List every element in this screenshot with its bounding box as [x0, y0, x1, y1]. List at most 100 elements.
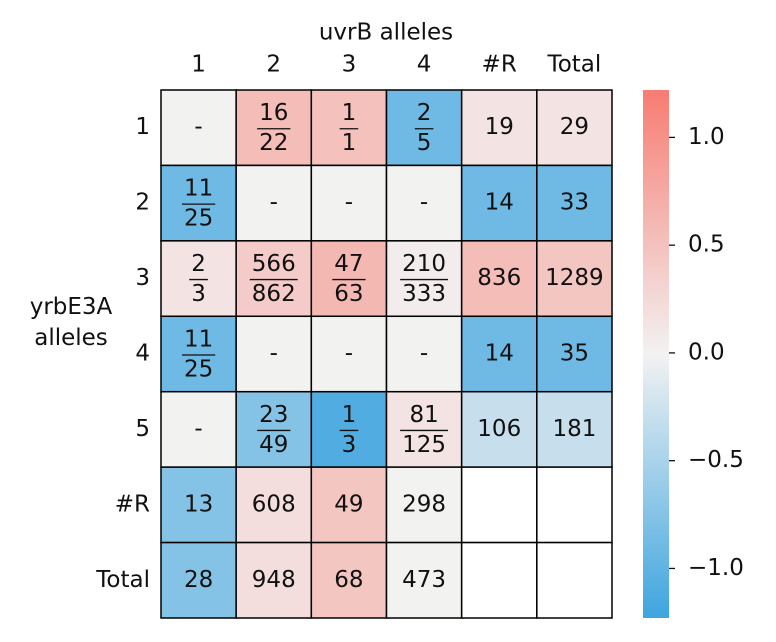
cell-denominator: 25 — [184, 357, 213, 383]
cell — [385, 541, 463, 619]
cell-label: 33 — [560, 190, 589, 216]
cell — [460, 541, 538, 619]
colorbar-tick-label: −1.0 — [688, 555, 744, 581]
colorbar-tick-label: 0.5 — [688, 232, 725, 258]
row-label: 4 — [135, 341, 150, 367]
cell — [160, 240, 237, 318]
cell-numerator: 11 — [184, 176, 213, 202]
cell — [310, 390, 388, 468]
column-label: 4 — [417, 52, 432, 78]
cell-denominator: 3 — [342, 432, 357, 458]
cell-numerator: 16 — [259, 100, 288, 126]
cell-label: 13 — [184, 491, 213, 517]
cell — [235, 240, 313, 318]
cell — [160, 164, 237, 242]
cell — [310, 466, 388, 544]
cell — [460, 89, 538, 167]
cell — [385, 466, 463, 544]
column-label: 3 — [342, 52, 357, 78]
cell-label: - — [345, 341, 353, 367]
cell-label: - — [345, 190, 353, 216]
cell-numerator: 1 — [342, 100, 357, 126]
cell — [536, 164, 613, 242]
cell-numerator: 11 — [184, 327, 213, 353]
cell — [235, 541, 313, 619]
column-label: 2 — [266, 52, 281, 78]
cell-label: 49 — [334, 491, 363, 517]
cell — [536, 240, 613, 318]
cell-label: 181 — [552, 416, 596, 442]
cell-denominator: 22 — [259, 130, 288, 156]
cell-label: - — [194, 416, 202, 442]
cell-numerator: 566 — [252, 251, 296, 277]
row-label: Total — [95, 567, 150, 593]
cell-label: 106 — [477, 416, 521, 442]
cell-label: - — [270, 190, 278, 216]
cell-numerator: 2 — [417, 100, 432, 126]
y-axis-label: yrbE3A alleles — [29, 294, 113, 351]
cell-denominator: 63 — [334, 281, 363, 307]
cell — [460, 390, 538, 468]
cell-label: 14 — [485, 341, 514, 367]
cell — [536, 541, 613, 619]
cell-label: - — [194, 114, 202, 140]
colorbar — [643, 90, 669, 618]
cell-label: 836 — [477, 265, 521, 291]
cell — [385, 240, 463, 318]
colorbar-tick-label: −0.5 — [688, 447, 744, 473]
cell-denominator: 5 — [417, 130, 432, 156]
cell-label: - — [420, 341, 428, 367]
colorbar-tick-label: 0.0 — [688, 339, 725, 365]
column-label: 1 — [191, 52, 206, 78]
cell-numerator: 1 — [342, 402, 357, 428]
cell-label: 948 — [252, 567, 296, 593]
cell — [460, 164, 538, 242]
cell-label: 19 — [485, 114, 514, 140]
cell — [460, 240, 538, 318]
cell-denominator: 25 — [184, 206, 213, 232]
cell — [536, 89, 613, 167]
cell — [536, 315, 613, 393]
cell — [460, 466, 538, 544]
cell — [160, 315, 237, 393]
cell-label: - — [270, 341, 278, 367]
cell-denominator: 862 — [252, 281, 296, 307]
cell-label: 28 — [184, 567, 213, 593]
column-label: #R — [482, 52, 517, 78]
cell — [310, 164, 388, 242]
cell-denominator: 1 — [342, 130, 357, 156]
colorbar-tick-label: 1.0 — [688, 124, 725, 150]
cell-label: 298 — [402, 491, 446, 517]
cell-label: 68 — [334, 567, 363, 593]
cell — [160, 466, 237, 544]
cell-label: 1289 — [545, 265, 604, 291]
cell-denominator: 49 — [259, 432, 288, 458]
row-label: #R — [115, 491, 150, 517]
cell-label: 35 — [560, 341, 589, 367]
cell-label: 608 — [252, 491, 296, 517]
row-label: 3 — [135, 265, 150, 291]
cell-denominator: 125 — [402, 432, 446, 458]
cell-numerator: 2 — [191, 251, 206, 277]
cell-label: 14 — [485, 190, 514, 216]
cell — [160, 390, 237, 468]
cell — [536, 466, 613, 544]
cell-label: 473 — [402, 567, 446, 593]
cell-numerator: 81 — [409, 402, 438, 428]
cell-numerator: 23 — [259, 402, 288, 428]
row-label: 5 — [135, 416, 150, 442]
cell-label: - — [420, 190, 428, 216]
cell-numerator: 210 — [402, 251, 446, 277]
cell-denominator: 333 — [402, 281, 446, 307]
cell — [385, 390, 463, 468]
cell-denominator: 3 — [191, 281, 206, 307]
chart-title: uvrB alleles — [319, 20, 453, 46]
row-label: 1 — [135, 114, 150, 140]
row-label: 2 — [135, 190, 150, 216]
column-label: Total — [547, 52, 602, 78]
cell-numerator: 47 — [334, 251, 363, 277]
cell-label: 29 — [560, 114, 589, 140]
cell — [536, 390, 613, 468]
